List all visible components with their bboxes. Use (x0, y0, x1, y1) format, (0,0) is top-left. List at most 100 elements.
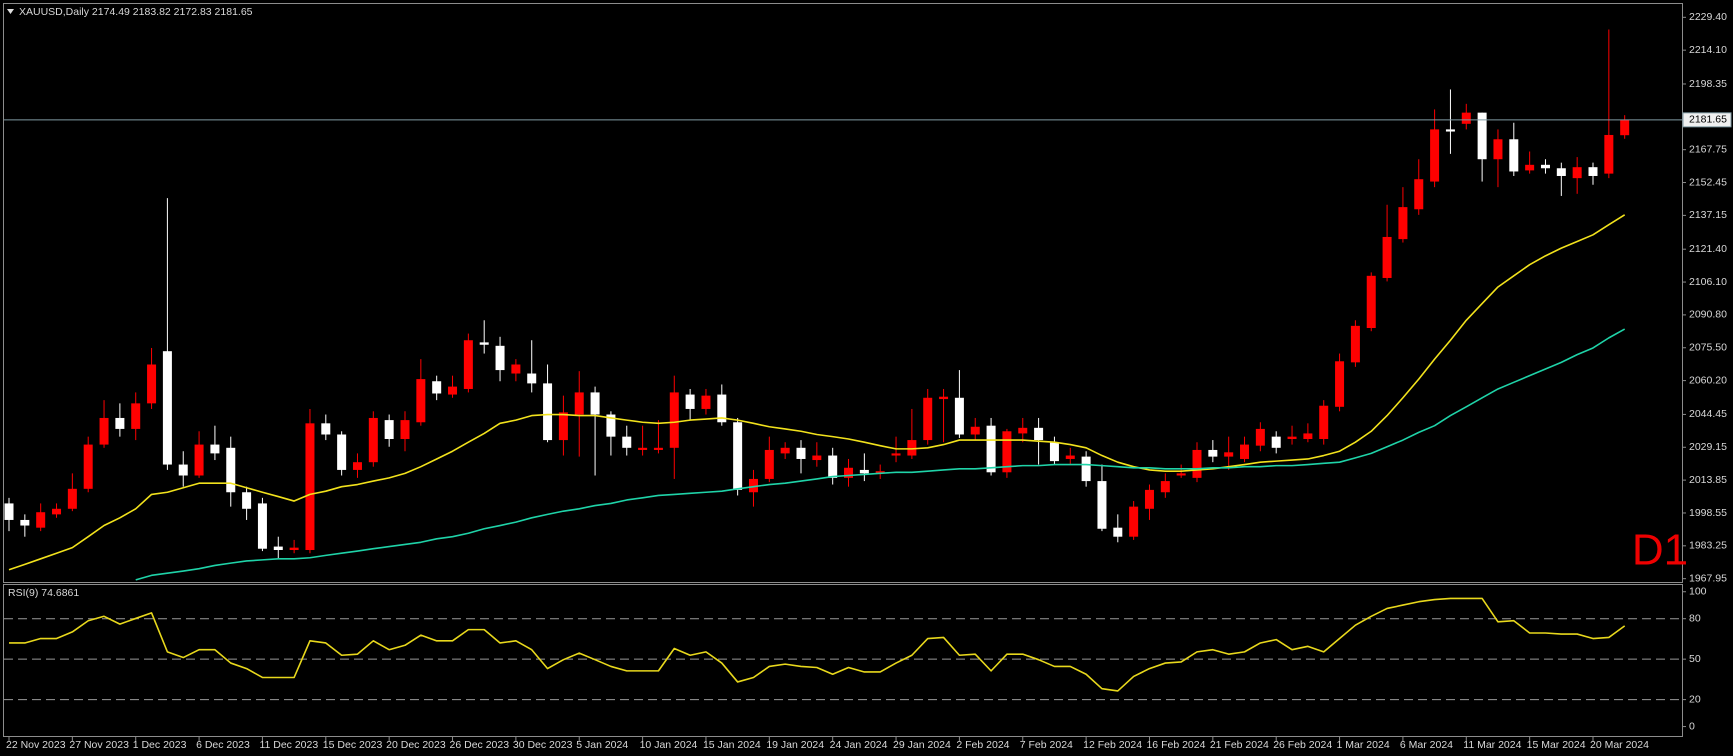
candle-body (1160, 481, 1170, 493)
candle-body (748, 478, 758, 493)
candle-body (638, 447, 648, 450)
y-tick-label: 1998.55 (1689, 507, 1727, 519)
candle-body (1414, 179, 1424, 210)
candle-body (1224, 452, 1234, 457)
x-tick-label: 20 Dec 2023 (386, 739, 446, 751)
candle-body (1572, 167, 1582, 179)
x-tick-label: 29 Jan 2024 (893, 739, 951, 751)
x-tick-label: 2 Feb 2024 (956, 739, 1009, 751)
candle-body (1049, 442, 1059, 462)
y-tick-label: 2121.40 (1689, 243, 1727, 255)
x-tick-label: 16 Feb 2024 (1146, 739, 1205, 751)
y-tick-label: 2060.20 (1689, 374, 1727, 386)
y-tick-label: 20 (1689, 693, 1701, 705)
candle-body (558, 412, 568, 441)
rsi-panel-frame (3, 584, 1683, 737)
x-tick-label: 1 Dec 2023 (133, 739, 187, 751)
candle-body (733, 422, 743, 490)
last-price-box (1682, 112, 1732, 128)
rsi-plot (4, 597, 1682, 701)
candle-body (891, 453, 901, 456)
y-tick-label: 0 (1689, 720, 1695, 732)
candle-body (828, 455, 838, 478)
chart-title: XAUUSD,Daily 2174.49 2183.82 2172.83 218… (19, 6, 253, 18)
candle-body (242, 492, 252, 509)
y-tick-label: 1967.95 (1689, 572, 1727, 584)
x-tick-label: 15 Mar 2024 (1527, 739, 1586, 751)
candle-body (1588, 167, 1598, 176)
candle-body (1540, 164, 1550, 169)
candle-body (1382, 236, 1392, 278)
candle-body (162, 351, 172, 465)
candle-body (1556, 168, 1566, 176)
y-tick-label: 2090.80 (1689, 309, 1727, 321)
candle-body (844, 467, 854, 478)
candle-body (432, 381, 442, 394)
candle-body (289, 547, 299, 551)
candle-body (669, 392, 679, 448)
candle-body (939, 396, 949, 400)
x-tick-label: 22 Nov 2023 (6, 739, 66, 751)
candle-body (83, 444, 93, 489)
candle-body (1366, 275, 1376, 328)
x-tick-label: 10 Jan 2024 (640, 739, 698, 751)
candle-body (36, 512, 46, 528)
candle-body (574, 392, 584, 415)
x-tick-label: 11 Dec 2023 (259, 739, 318, 751)
x-tick-label: 1 Mar 2024 (1337, 739, 1390, 751)
y-tick-label: 1983.25 (1689, 540, 1727, 552)
candle-body (1493, 139, 1503, 160)
candle-body (970, 426, 980, 435)
candle-body (685, 394, 695, 409)
y-tick-label: 50 (1689, 653, 1701, 665)
x-tick-label: 24 Jan 2024 (830, 739, 888, 751)
candle-body (352, 462, 362, 470)
y-tick-label: 2229.40 (1689, 11, 1727, 23)
y-tick-label: 2167.75 (1689, 143, 1727, 155)
candle-body (337, 434, 347, 470)
candle-body (99, 417, 109, 445)
candle-body (1113, 527, 1123, 537)
candle-body (448, 386, 458, 395)
main-panel-frame (3, 3, 1683, 583)
candle-body (1398, 207, 1408, 240)
x-tick-label: 6 Dec 2023 (196, 739, 250, 751)
x-tick-label: 19 Jan 2024 (766, 739, 824, 751)
candle-body (653, 447, 663, 450)
candle-body (20, 519, 30, 526)
candle-body (796, 447, 806, 459)
candle-body (812, 455, 822, 461)
series-line (9, 597, 1626, 692)
candle-body (273, 546, 283, 551)
candle-body (1525, 164, 1535, 171)
candle-body (1287, 436, 1297, 440)
candle-body (178, 464, 188, 476)
candle-body (1477, 112, 1487, 160)
candle-body (1271, 436, 1281, 448)
candle-body (1509, 139, 1519, 172)
candle-body (1034, 427, 1044, 441)
x-tick-label: 21 Feb 2024 (1210, 739, 1269, 751)
candle-body (1002, 431, 1012, 473)
main-plot (4, 29, 1682, 581)
y-tick-label: 2075.50 (1689, 342, 1727, 354)
y-tick-label: 2013.85 (1689, 474, 1727, 486)
x-tick-label: 6 Mar 2024 (1400, 739, 1453, 751)
candle-body (257, 503, 267, 549)
x-tick-label: 15 Jan 2024 (703, 739, 761, 751)
candle-body (1445, 129, 1455, 132)
candle-body (1097, 481, 1107, 529)
axes: 1967.95 1983.25 1998.55 2013.85 2029.15 2044.… (6, 11, 1732, 751)
candle-body (1144, 489, 1154, 509)
timeframe-watermark: D1 (1632, 526, 1688, 575)
x-tick-label: 11 Mar 2024 (1463, 739, 1521, 751)
x-tick-label: 27 Nov 2023 (69, 739, 129, 751)
candle-body (226, 447, 236, 493)
candle-body (986, 425, 996, 473)
candle-body (1350, 325, 1360, 363)
x-tick-label: 12 Feb 2024 (1083, 739, 1142, 751)
x-tick-label: 26 Dec 2023 (450, 739, 510, 751)
collapse-icon[interactable] (7, 9, 14, 14)
